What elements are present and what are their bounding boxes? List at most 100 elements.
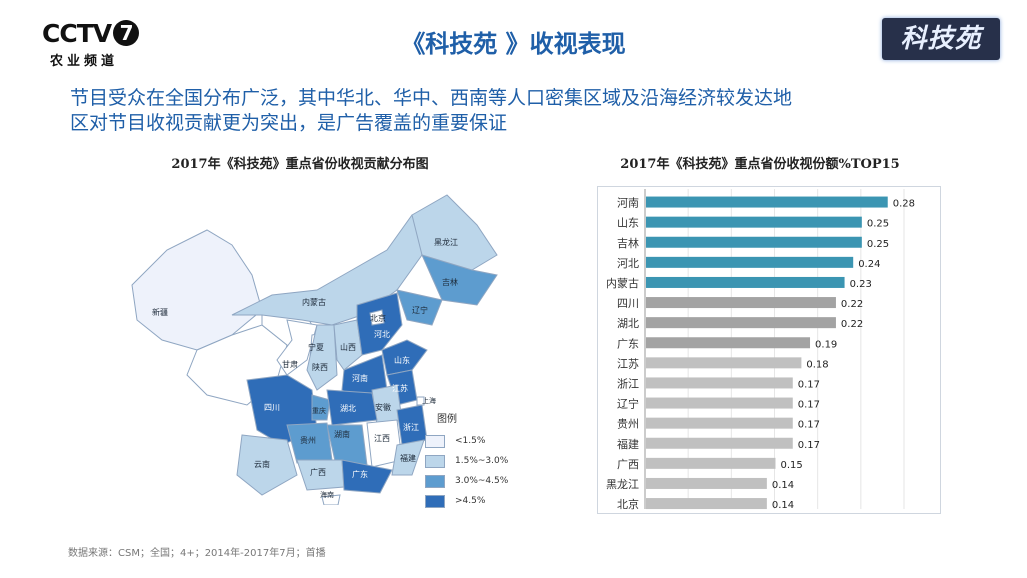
category-label: 河北 <box>617 257 639 270</box>
category-label: 江苏 <box>617 357 639 370</box>
legend-item: 3.0%~4.5% <box>425 471 525 491</box>
label-ningxia: 宁夏 <box>308 342 324 352</box>
category-label: 辽宁 <box>617 397 639 411</box>
label-fujian: 福建 <box>400 453 416 463</box>
label-hunan: 湖南 <box>334 429 350 439</box>
map-title: 2017年《科技苑》重点省份收视贡献分布图 <box>171 157 429 172</box>
region-shaanxi <box>306 324 338 391</box>
label-shanxi: 山西 <box>340 342 356 352</box>
region-beijing <box>369 309 385 326</box>
category-label: 河南 <box>617 197 639 210</box>
china-map-svg: 新疆 黑龙江 吉林 辽宁 内蒙古 北京 河北 山西 山东 宁夏 甘肃 陕西 河南… <box>131 194 498 506</box>
label-neimenggu: 内蒙古 <box>302 297 326 307</box>
label-anhui: 安徽 <box>375 402 391 412</box>
region-jilin <box>421 254 498 306</box>
legend-swatch <box>425 434 445 448</box>
value-label: 0.17 <box>798 400 820 411</box>
region-liaoning <box>396 289 443 326</box>
category-label: 广东 <box>617 337 639 350</box>
category-label: 四川 <box>617 297 639 310</box>
label-hainan: 海南 <box>320 490 334 499</box>
label-hebei: 河北 <box>374 329 390 339</box>
region-yunnan <box>236 434 298 496</box>
legend-label: >4.5% <box>455 496 486 506</box>
bar <box>646 397 793 409</box>
logo-number: 7 <box>113 20 140 46</box>
region-shanxi <box>333 319 363 371</box>
label-gansu: 甘肃 <box>282 359 298 369</box>
bar <box>646 216 862 228</box>
bar <box>646 457 776 469</box>
value-label: 0.14 <box>772 500 794 511</box>
category-label: 福建 <box>617 437 639 451</box>
map-legend: 图例 <1.5% 1.5%~3.0% 3.0%~4.5% >4.5% <box>425 410 525 511</box>
region-shandong <box>381 339 428 376</box>
category-label: 北京 <box>617 497 639 511</box>
data-source-note: 数据来源：CSM；全国；4+；2014年-2017年7月；首播 <box>68 548 326 559</box>
program-brand-logo: 科技苑 <box>882 18 1000 60</box>
legend-label: <1.5% <box>455 436 486 446</box>
label-shaanxi: 陕西 <box>312 362 328 372</box>
label-jiangsu: 江苏 <box>392 383 408 393</box>
legend-item: >4.5% <box>425 491 525 511</box>
category-label: 黑龙江 <box>606 478 639 491</box>
legend-item: 1.5%~3.0% <box>425 451 525 471</box>
bar <box>646 417 793 429</box>
value-label: 0.17 <box>798 379 820 390</box>
legend-swatch <box>425 494 445 508</box>
label-zhejiang: 浙江 <box>403 422 419 432</box>
label-guizhou: 贵州 <box>300 435 316 445</box>
legend-label: 1.5%~3.0% <box>455 456 509 466</box>
value-label: 0.22 <box>841 299 863 310</box>
region-chongqing <box>311 394 331 421</box>
chart-title: 2017年《科技苑》重点省份收视份额%TOP15 <box>620 157 900 172</box>
label-guangdong: 广东 <box>352 469 368 479</box>
legend-item: <1.5% <box>425 431 525 451</box>
bar <box>646 357 802 369</box>
label-beijing: 北京 <box>370 313 386 323</box>
china-map: 新疆 黑龙江 吉林 辽宁 内蒙古 北京 河北 山西 山东 宁夏 甘肃 陕西 河南… <box>112 175 512 506</box>
region-guangdong <box>341 459 393 494</box>
bar <box>646 337 811 349</box>
value-label: 0.15 <box>781 460 803 471</box>
label-shanghai: 上海 <box>422 396 436 405</box>
bar <box>646 196 888 208</box>
value-label: 0.25 <box>867 239 889 250</box>
legend-swatch <box>425 454 445 468</box>
label-hubei: 湖北 <box>340 404 356 413</box>
value-label: 0.17 <box>798 440 820 451</box>
bar <box>646 477 767 489</box>
label-jiangxi: 江西 <box>374 434 390 443</box>
category-label: 广西 <box>617 458 639 471</box>
page-title: 《科技苑 》收视表现 <box>401 30 626 58</box>
logo-channel-name: 农业频道 <box>50 54 119 69</box>
page-subtitle: 节目受众在全国分布广泛，其中华北、华中、西南等人口密集区域及沿海经济较发达地 区… <box>70 86 970 136</box>
label-henan: 河南 <box>352 373 368 383</box>
bar <box>646 437 793 449</box>
label-chongqing: 重庆 <box>312 406 326 415</box>
subtitle-line-1: 节目受众在全国分布广泛，其中华北、华中、西南等人口密集区域及沿海经济较发达地 <box>70 87 793 109</box>
value-label: 0.19 <box>815 339 837 350</box>
value-label: 0.28 <box>893 199 915 210</box>
bar <box>646 297 836 309</box>
bar <box>646 317 836 329</box>
bar <box>646 236 862 248</box>
label-guangxi: 广西 <box>310 467 326 477</box>
legend-label: 3.0%~4.5% <box>455 476 509 486</box>
subtitle-line-2: 区对节目收视贡献更为突出，是广告覆盖的重要保证 <box>70 112 508 134</box>
value-label: 0.22 <box>841 319 863 330</box>
value-label: 0.24 <box>858 259 880 270</box>
bar <box>646 498 767 510</box>
legend-title: 图例 <box>437 414 457 425</box>
category-label: 贵州 <box>617 418 639 431</box>
bar-chart-svg: 河南 0.28 山东 0.25 吉林 0.25 河北 0.24 内蒙古 0.23 四川 0.22 湖北 0… <box>606 189 915 511</box>
bar <box>646 276 845 288</box>
value-label: 0.18 <box>806 359 828 370</box>
label-heilongjiang: 黑龙江 <box>434 237 458 247</box>
category-label: 浙江 <box>617 377 639 390</box>
category-label: 湖北 <box>617 317 639 330</box>
category-label: 吉林 <box>617 236 639 250</box>
logo-main-text: CCTV <box>42 19 112 48</box>
value-label: 0.25 <box>867 219 889 230</box>
label-jilin: 吉林 <box>442 277 458 287</box>
